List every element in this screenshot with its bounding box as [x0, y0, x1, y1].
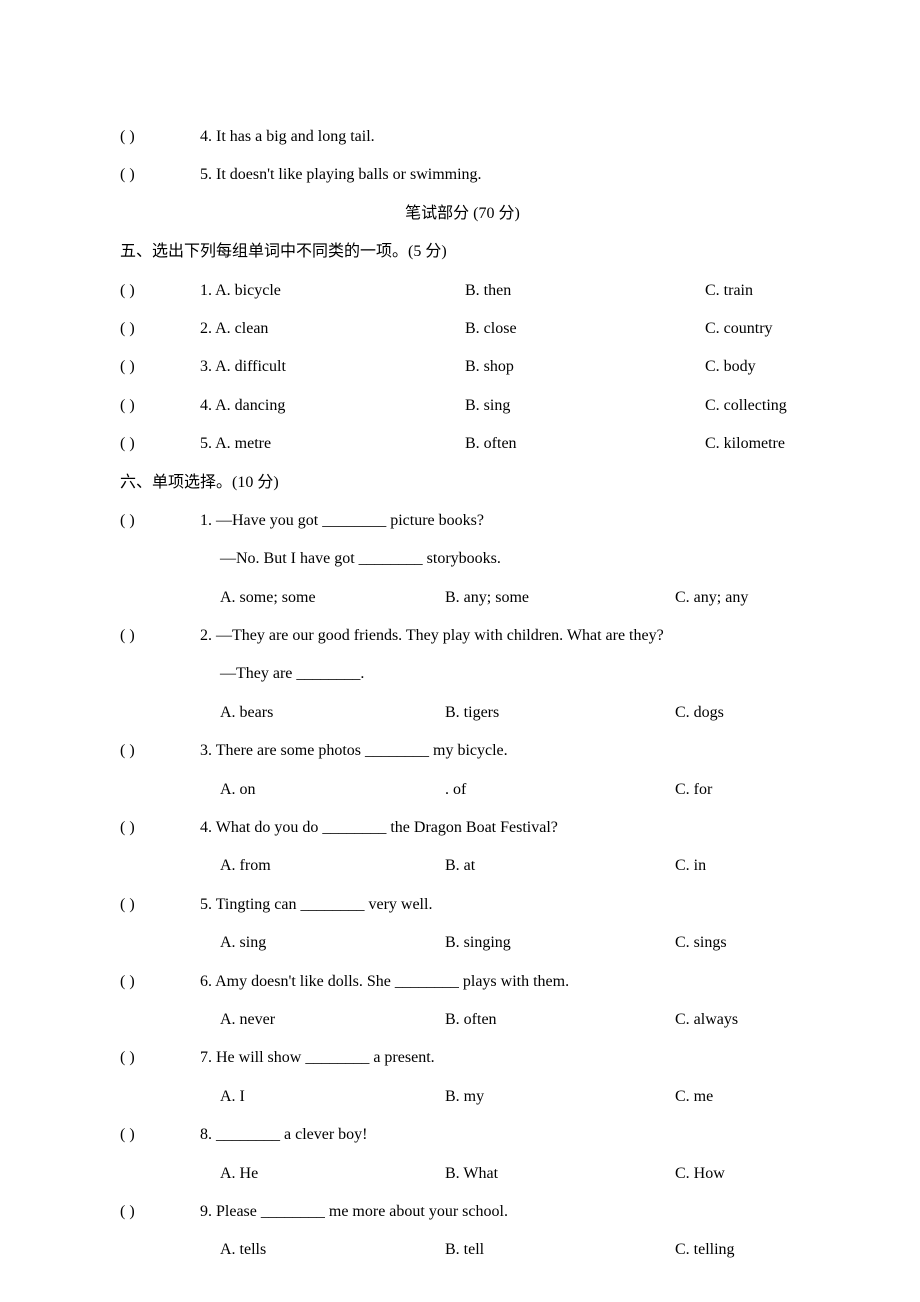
option-a: A. never	[220, 1001, 445, 1039]
answer-bracket[interactable]: ( )	[120, 1193, 200, 1231]
section5-heading: 五、选出下列每组单词中不同类的一项。(5 分)	[120, 233, 805, 271]
option-c: C. body	[705, 348, 805, 386]
answer-bracket[interactable]: ( )	[120, 387, 200, 425]
question-stem: 5. Tingting can ________ very well.	[200, 886, 432, 924]
option-c: C. always	[675, 1001, 805, 1039]
option-a: 2. A. clean	[200, 310, 465, 348]
tf-text: 5. It doesn't like playing balls or swim…	[200, 156, 482, 194]
question-stem: 4. What do you do ________ the Dragon Bo…	[200, 809, 558, 847]
answer-bracket[interactable]: ( )	[120, 425, 200, 463]
option-a: A. on	[220, 771, 445, 809]
option-a: A. I	[220, 1078, 445, 1116]
option-c: C. country	[705, 310, 805, 348]
question-stem: 3. There are some photos ________ my bic…	[200, 732, 508, 770]
option-b: B. often	[465, 425, 705, 463]
option-a: A. from	[220, 847, 445, 885]
mcq-options: A. on. ofC. for	[120, 771, 805, 809]
question-line2: —No. But I have got ________ storybooks.	[120, 540, 805, 578]
question-stem: 6. Amy doesn't like dolls. She ________ …	[200, 963, 569, 1001]
question-stem: 1. —Have you got ________ picture books?	[200, 502, 484, 540]
mcq-options: A. bearsB. tigersC. dogs	[120, 694, 805, 732]
mcq-options: A. fromB. atC. in	[120, 847, 805, 885]
mcq-item: ( )4. What do you do ________ the Dragon…	[120, 809, 805, 847]
option-b: B. then	[465, 272, 705, 310]
option-c: C. How	[675, 1155, 805, 1193]
option-a: 3. A. difficult	[200, 348, 465, 386]
answer-bracket[interactable]: ( )	[120, 310, 200, 348]
tf-question-5: ( ) 5. It doesn't like playing balls or …	[120, 156, 805, 194]
option-a: A. tells	[220, 1231, 445, 1269]
question-stem: 7. He will show ________ a present.	[200, 1039, 435, 1077]
option-b: B. often	[445, 1001, 675, 1039]
option-a: 1. A. bicycle	[200, 272, 465, 310]
mcq-options: A. some; someB. any; someC. any; any	[120, 579, 805, 617]
option-c: C. dogs	[675, 694, 805, 732]
answer-bracket[interactable]: ( )	[120, 617, 200, 655]
answer-bracket[interactable]: ( )	[120, 272, 200, 310]
question-stem: 8. ________ a clever boy!	[200, 1116, 368, 1154]
question-stem: 9. Please ________ me more about your sc…	[200, 1193, 508, 1231]
odd-one-out-item: ( )1. A. bicycleB. thenC. train	[120, 272, 805, 310]
bracket[interactable]: ( )	[120, 118, 200, 156]
option-b: B. sing	[465, 387, 705, 425]
mcq-item: ( )6. Amy doesn't like dolls. She ______…	[120, 963, 805, 1001]
option-c: C. kilometre	[705, 425, 805, 463]
mcq-item: ( )7. He will show ________ a present.	[120, 1039, 805, 1077]
option-a: A. He	[220, 1155, 445, 1193]
option-a: 4. A. dancing	[200, 387, 465, 425]
option-b: B. shop	[465, 348, 705, 386]
answer-bracket[interactable]: ( )	[120, 1039, 200, 1077]
option-c: C. for	[675, 771, 805, 809]
option-b: B. at	[445, 847, 675, 885]
mcq-item: ( )8. ________ a clever boy!	[120, 1116, 805, 1154]
option-b: B. close	[465, 310, 705, 348]
odd-one-out-item: ( )5. A. metreB. oftenC. kilometre	[120, 425, 805, 463]
written-section-title: 笔试部分 (70 分)	[120, 195, 805, 233]
option-c: C. telling	[675, 1231, 805, 1269]
option-b: B. tigers	[445, 694, 675, 732]
mcq-options: A. neverB. oftenC. always	[120, 1001, 805, 1039]
bracket[interactable]: ( )	[120, 156, 200, 194]
question-line2: —They are ________.	[120, 655, 805, 693]
answer-bracket[interactable]: ( )	[120, 886, 200, 924]
mcq-options: A. HeB. WhatC. How	[120, 1155, 805, 1193]
odd-one-out-item: ( )3. A. difficultB. shopC. body	[120, 348, 805, 386]
answer-bracket[interactable]: ( )	[120, 963, 200, 1001]
tf-question-4: ( ) 4. It has a big and long tail.	[120, 118, 805, 156]
mcq-item: ( )9. Please ________ me more about your…	[120, 1193, 805, 1231]
option-a: A. some; some	[220, 579, 445, 617]
option-b: B. singing	[445, 924, 675, 962]
option-c: C. sings	[675, 924, 805, 962]
option-a: A. bears	[220, 694, 445, 732]
answer-bracket[interactable]: ( )	[120, 502, 200, 540]
option-b: B. What	[445, 1155, 675, 1193]
question-stem: 2. —They are our good friends. They play…	[200, 617, 664, 655]
mcq-options: A. singB. singingC. sings	[120, 924, 805, 962]
option-c: C. in	[675, 847, 805, 885]
option-c: C. any; any	[675, 579, 805, 617]
mcq-options: A. IB. myC. me	[120, 1078, 805, 1116]
mcq-item: ( )5. Tingting can ________ very well.	[120, 886, 805, 924]
option-c: C. collecting	[705, 387, 805, 425]
mcq-item: ( )1. —Have you got ________ picture boo…	[120, 502, 805, 540]
option-b: B. any; some	[445, 579, 675, 617]
section6-heading: 六、单项选择。(10 分)	[120, 464, 805, 502]
option-c: C. train	[705, 272, 805, 310]
option-b: B. tell	[445, 1231, 675, 1269]
mcq-item: ( )2. —They are our good friends. They p…	[120, 617, 805, 655]
option-b: . of	[445, 771, 675, 809]
answer-bracket[interactable]: ( )	[120, 348, 200, 386]
option-a: 5. A. metre	[200, 425, 465, 463]
option-a: A. sing	[220, 924, 445, 962]
odd-one-out-item: ( )4. A. dancingB. singC. collecting	[120, 387, 805, 425]
mcq-item: ( )3. There are some photos ________ my …	[120, 732, 805, 770]
mcq-options: A. tellsB. tellC. telling	[120, 1231, 805, 1269]
odd-one-out-item: ( )2. A. cleanB. closeC. country	[120, 310, 805, 348]
answer-bracket[interactable]: ( )	[120, 732, 200, 770]
answer-bracket[interactable]: ( )	[120, 1116, 200, 1154]
option-c: C. me	[675, 1078, 805, 1116]
answer-bracket[interactable]: ( )	[120, 809, 200, 847]
tf-text: 4. It has a big and long tail.	[200, 118, 375, 156]
option-b: B. my	[445, 1078, 675, 1116]
